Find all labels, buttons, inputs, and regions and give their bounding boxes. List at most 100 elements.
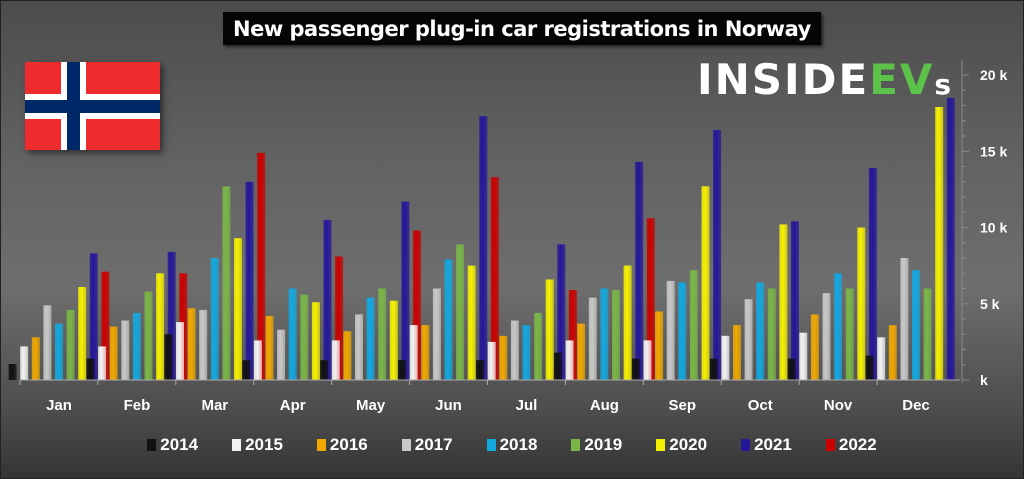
bar-feb-2019 (144, 291, 153, 380)
x-tick-label: Nov (824, 397, 853, 414)
bar-jan-2019 (66, 309, 75, 380)
bar-jan-2017 (43, 305, 52, 380)
bar-sep-2014 (631, 358, 640, 380)
bar-may-2019 (378, 288, 387, 380)
legend-label: 2020 (669, 435, 708, 454)
legend-label: 2019 (584, 435, 623, 454)
bar-nov-2018 (834, 273, 843, 381)
bar-oct-2016 (733, 325, 741, 380)
insideevs-logo: INSIDEEVs (697, 58, 953, 107)
bar-sep-2015 (643, 340, 652, 380)
x-tick-label: Jun (435, 397, 462, 414)
bar-mar-2017 (199, 309, 208, 380)
bar-apr-2021 (323, 219, 332, 380)
legend-label: 2021 (754, 435, 792, 454)
bar-apr-2018 (288, 288, 297, 380)
bars-group (8, 97, 955, 381)
x-tick-label: May (356, 397, 386, 414)
bar-jan-2015 (20, 346, 29, 380)
bar-jan-2022 (101, 271, 110, 380)
bar-oct-2020 (779, 224, 788, 380)
bar-mar-2020 (234, 238, 242, 380)
x-tick-label: Aug (590, 397, 619, 414)
legend-swatch (656, 439, 666, 451)
bar-jun-2021 (479, 116, 488, 380)
bar-nov-2019 (845, 288, 854, 380)
legend-swatch (825, 439, 835, 451)
bar-jul-2022 (568, 290, 577, 380)
y-tick-label: 15 k (980, 143, 1007, 159)
bar-jan-2014 (8, 364, 17, 380)
chart-title: New passenger plug-in car registrations … (223, 12, 821, 45)
bar-nov-2021 (868, 168, 877, 380)
bar-aug-2019 (612, 290, 620, 380)
axes-group: Jan Feb Mar Apr May Jun Jul Aug Sep Oct Nov Dec k 5 k… (19, 60, 1007, 414)
bar-oct-2021 (791, 221, 799, 380)
bar-may-2014 (320, 360, 329, 380)
bar-mar-2014 (164, 334, 173, 381)
bar-nov-2014 (787, 358, 796, 380)
bar-sep-2021 (713, 129, 722, 380)
bar-oct-2017 (744, 299, 753, 380)
bar-jan-2021 (89, 253, 98, 380)
bar-aug-2020 (623, 265, 632, 380)
bar-feb-2018 (132, 312, 141, 380)
bar-dec-2015 (877, 337, 886, 380)
logo-text: INSIDE (697, 55, 870, 104)
legend-item-2015: 2015 (232, 432, 283, 458)
bar-jun-2019 (456, 244, 465, 380)
legend-item-2017: 2017 (401, 432, 453, 458)
bar-nov-2015 (799, 332, 808, 380)
bar-oct-2015 (721, 335, 730, 380)
bar-aug-2014 (554, 352, 562, 380)
bar-jul-2020 (545, 279, 554, 380)
logo-suffix-text: s (934, 68, 954, 101)
bar-may-2018 (366, 297, 375, 380)
bar-sep-2018 (678, 282, 687, 380)
x-tick-label: Feb (124, 397, 151, 414)
bar-sep-2016 (655, 311, 664, 380)
bar-mar-2015 (176, 322, 184, 380)
legend-item-2020: 2020 (656, 432, 707, 458)
bar-may-2022 (413, 230, 421, 380)
bar-aug-2021 (635, 161, 644, 380)
bar-mar-2018 (210, 258, 219, 380)
legend-item-2021: 2021 (741, 432, 792, 458)
y-tick-label: 10 k (980, 220, 1007, 236)
bar-jul-2021 (557, 244, 566, 380)
bar-oct-2014 (709, 358, 718, 380)
bar-feb-2015 (98, 346, 107, 380)
bar-nov-2017 (822, 293, 831, 380)
bar-dec-2021 (946, 97, 955, 381)
y-tick-label: 5 k (980, 296, 1000, 312)
bar-may-2020 (389, 300, 398, 380)
bar-feb-2021 (167, 251, 176, 380)
bar-jun-2022 (490, 177, 499, 380)
legend-swatch (401, 439, 411, 451)
legend-swatch (316, 439, 326, 451)
bar-jan-2020 (78, 287, 87, 380)
x-tick-label: Mar (201, 397, 228, 414)
legend-item-2014: 2014 (147, 432, 198, 458)
bar-mar-2016 (187, 308, 196, 380)
legend-label: 2014 (160, 435, 199, 454)
bar-dec-2020 (935, 107, 944, 380)
bar-apr-2015 (253, 340, 262, 380)
bar-feb-2017 (121, 320, 130, 380)
bar-nov-2020 (857, 227, 866, 380)
bar-jul-2015 (487, 341, 496, 380)
bar-mar-2021 (245, 181, 254, 381)
bar-apr-2020 (311, 302, 320, 380)
x-tick-label: Dec (902, 397, 930, 414)
legend-label: 2018 (499, 435, 538, 454)
bar-jul-2016 (499, 335, 508, 380)
bar-mar-2019 (222, 186, 231, 380)
bar-mar-2022 (257, 152, 266, 380)
x-tick-label: Apr (280, 397, 306, 414)
legend-swatch (147, 439, 157, 451)
bar-dec-2018 (912, 270, 920, 380)
bar-sep-2020 (701, 186, 710, 380)
bar-jun-2017 (432, 288, 441, 380)
